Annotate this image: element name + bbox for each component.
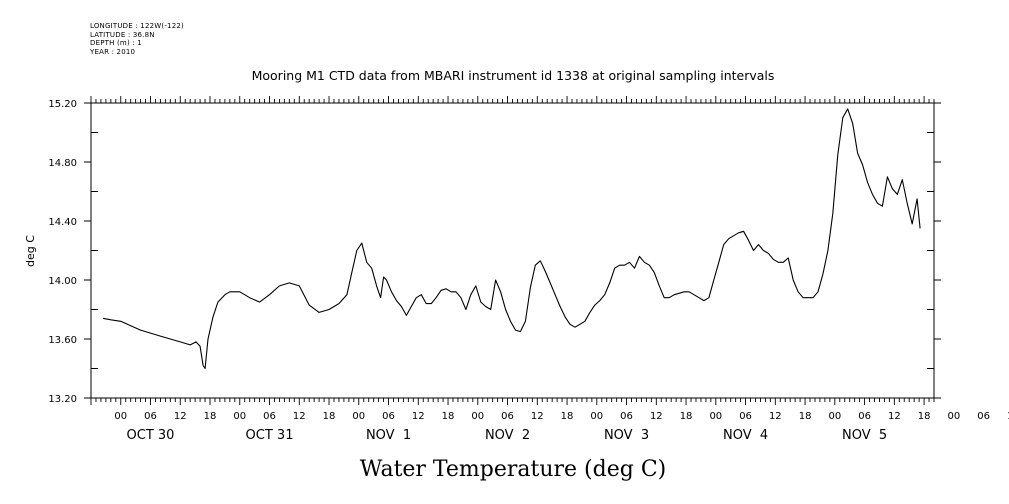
x-hour-label: 00: [709, 411, 722, 422]
x-hour-label: 06: [144, 411, 157, 422]
latitude-label: LATITUDE : 36.8N: [90, 30, 155, 39]
x-hour-label: 06: [501, 411, 514, 422]
plot-frame: [90, 102, 935, 399]
y-tick-label: 13.20: [48, 394, 77, 405]
year-label: YEAR : 2010: [90, 47, 136, 56]
x-hour-label: 18: [680, 411, 693, 422]
x-hour-label: 12: [412, 411, 425, 422]
x-hour-label: 18: [442, 411, 455, 422]
x-hour-label: 00: [233, 411, 246, 422]
x-day-label: NOV 2: [485, 428, 530, 443]
x-axis: 00 06 12 18 00 06 12 18 00 06 12 18 00 06 12 18 00 06 12 18…: [90, 96, 1009, 443]
x-day-label: OCT 30: [127, 428, 175, 443]
y-axis-label: deg C: [24, 235, 37, 267]
longitude-label: LONGITUDE : 122W(-122): [90, 22, 184, 30]
x-hour-label: 12: [531, 411, 544, 422]
x-hour-label: 18: [323, 411, 336, 422]
y-axis: 13.20 13.60 14.00 14.40 14.80 15.20: [48, 99, 941, 405]
y-tick-label: 14.40: [48, 217, 77, 228]
x-hour-label: 18: [918, 411, 931, 422]
x-day-label: OCT 31: [246, 428, 294, 443]
metadata-block: LONGITUDE : 122W(-122) LATITUDE : 36.8N …: [90, 22, 184, 56]
chart-title: Mooring M1 CTD data from MBARI instrumen…: [252, 68, 775, 83]
x-hour-label: 00: [471, 411, 484, 422]
x-hour-label: 18: [204, 411, 217, 422]
y-tick-label: 14.00: [48, 276, 77, 287]
x-axis-label: Water Temperature (deg C): [360, 457, 667, 482]
x-hour-label: 12: [1007, 411, 1009, 422]
y-tick-label: 15.20: [48, 99, 77, 110]
x-hour-label: 06: [739, 411, 752, 422]
x-day-label: NOV 5: [842, 428, 887, 443]
x-hour-label: 18: [561, 411, 574, 422]
x-hour-label: 12: [769, 411, 782, 422]
x-hour-label: 00: [352, 411, 365, 422]
y-tick-label: 14.80: [48, 158, 77, 169]
x-hour-label: 06: [620, 411, 633, 422]
x-hour-label: 00: [114, 411, 127, 422]
x-day-label: NOV 1: [366, 428, 411, 443]
x-hour-label: 12: [174, 411, 187, 422]
temperature-series-line: [102, 108, 921, 370]
x-day-label: NOV 4: [723, 428, 768, 443]
y-tick-label: 13.60: [48, 335, 77, 346]
x-hour-label: 06: [263, 411, 276, 422]
x-hour-label: 00: [590, 411, 603, 422]
x-hour-label: 12: [293, 411, 306, 422]
x-hour-label: 06: [858, 411, 871, 422]
x-hour-label: 06: [977, 411, 990, 422]
x-hour-label: 12: [650, 411, 663, 422]
x-day-label: NOV 3: [604, 428, 649, 443]
x-hour-label: 00: [828, 411, 841, 422]
depth-label: DEPTH (m) : 1: [90, 39, 142, 47]
x-hour-label: 06: [382, 411, 395, 422]
x-hour-label: 00: [947, 411, 960, 422]
x-hour-label: 12: [888, 411, 901, 422]
x-hour-label: 18: [799, 411, 812, 422]
